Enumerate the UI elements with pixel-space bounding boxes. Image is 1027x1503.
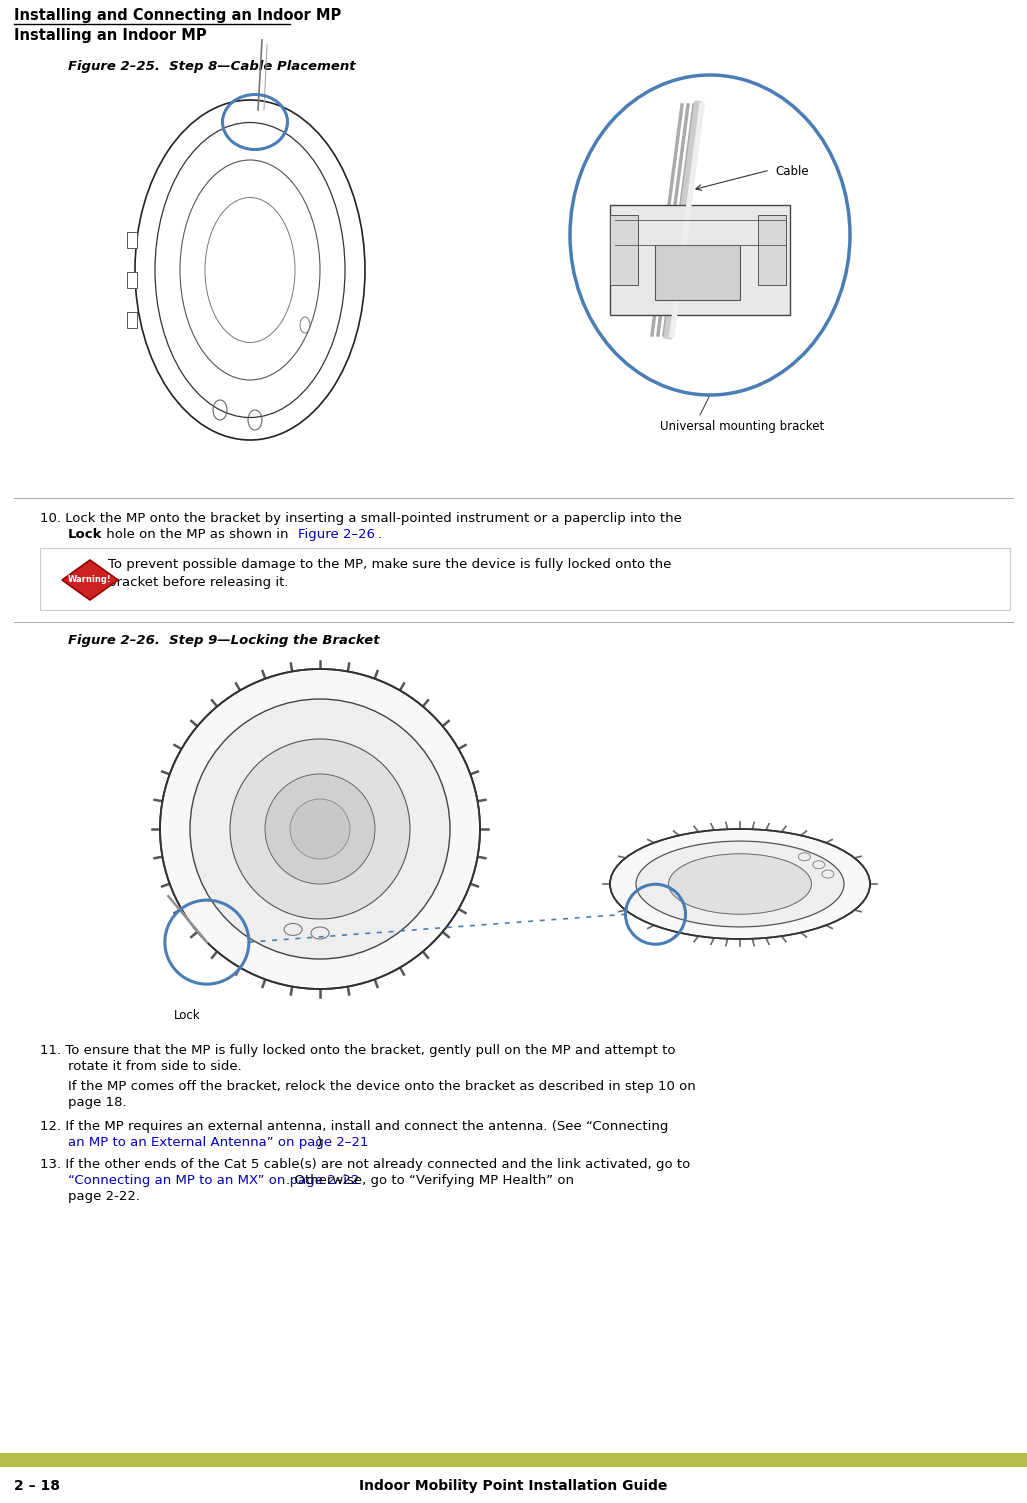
Text: “Connecting an MP to an MX” on page 2–22: “Connecting an MP to an MX” on page 2–22 [68, 1174, 359, 1187]
FancyBboxPatch shape [655, 245, 740, 301]
Text: 12. If the MP requires an external antenna, install and connect the antenna. (Se: 12. If the MP requires an external anten… [40, 1120, 669, 1133]
Text: 10. Lock the MP onto the bracket by inserting a small-pointed instrument or a pa: 10. Lock the MP onto the bracket by inse… [40, 513, 682, 525]
FancyBboxPatch shape [610, 204, 790, 316]
Text: To prevent possible damage to the MP, make sure the device is fully locked onto : To prevent possible damage to the MP, ma… [108, 558, 672, 571]
Circle shape [230, 739, 410, 918]
Text: Indoor Mobility Point Installation Guide: Indoor Mobility Point Installation Guide [358, 1479, 668, 1492]
Bar [0, 1453, 1027, 1467]
Circle shape [160, 669, 480, 989]
Text: . Otherwise, go to “Verifying MP Health” on: . Otherwise, go to “Verifying MP Health”… [286, 1174, 574, 1187]
Ellipse shape [610, 830, 870, 939]
Circle shape [190, 699, 450, 959]
Text: bracket before releasing it.: bracket before releasing it. [108, 576, 289, 589]
Bar [127, 272, 137, 289]
Bar [127, 231, 137, 248]
Text: 11. To ensure that the MP is fully locked onto the bracket, gently pull on the M: 11. To ensure that the MP is fully locke… [40, 1045, 676, 1057]
FancyBboxPatch shape [40, 549, 1010, 610]
Bar [127, 313, 137, 328]
Polygon shape [62, 561, 118, 600]
Text: Cable: Cable [775, 165, 808, 177]
FancyBboxPatch shape [758, 215, 786, 286]
Text: Installing and Connecting an Indoor MP: Installing and Connecting an Indoor MP [14, 8, 341, 23]
Text: Lock: Lock [174, 1009, 200, 1022]
Text: Figure 2–26.  Step 9—Locking the Bracket: Figure 2–26. Step 9—Locking the Bracket [68, 634, 380, 646]
Text: .: . [378, 528, 382, 541]
Text: Figure 2–25.  Step 8—Cable Placement: Figure 2–25. Step 8—Cable Placement [68, 60, 355, 74]
Text: rotate it from side to side.: rotate it from side to side. [68, 1060, 241, 1073]
Text: hole on the MP as shown in: hole on the MP as shown in [102, 528, 293, 541]
Text: If the MP comes off the bracket, relock the device onto the bracket as described: If the MP comes off the bracket, relock … [68, 1081, 695, 1093]
Text: Lock: Lock [68, 528, 103, 541]
Text: an MP to an External Antenna” on page 2–21: an MP to an External Antenna” on page 2–… [68, 1136, 369, 1148]
Text: Figure 2–26: Figure 2–26 [298, 528, 375, 541]
Text: 13. If the other ends of the Cat 5 cable(s) are not already connected and the li: 13. If the other ends of the Cat 5 cable… [40, 1157, 690, 1171]
Ellipse shape [669, 854, 811, 914]
Text: page 2-22.: page 2-22. [68, 1190, 140, 1202]
Ellipse shape [636, 842, 844, 927]
Circle shape [265, 774, 375, 884]
Text: 2 – 18: 2 – 18 [14, 1479, 60, 1492]
Circle shape [290, 800, 350, 860]
Text: page 18.: page 18. [68, 1096, 126, 1109]
Text: .): .) [314, 1136, 324, 1148]
Text: Installing an Indoor MP: Installing an Indoor MP [14, 29, 206, 44]
Text: Universal mounting bracket: Universal mounting bracket [660, 419, 825, 433]
Text: Warning!: Warning! [68, 576, 112, 585]
FancyBboxPatch shape [610, 215, 638, 286]
